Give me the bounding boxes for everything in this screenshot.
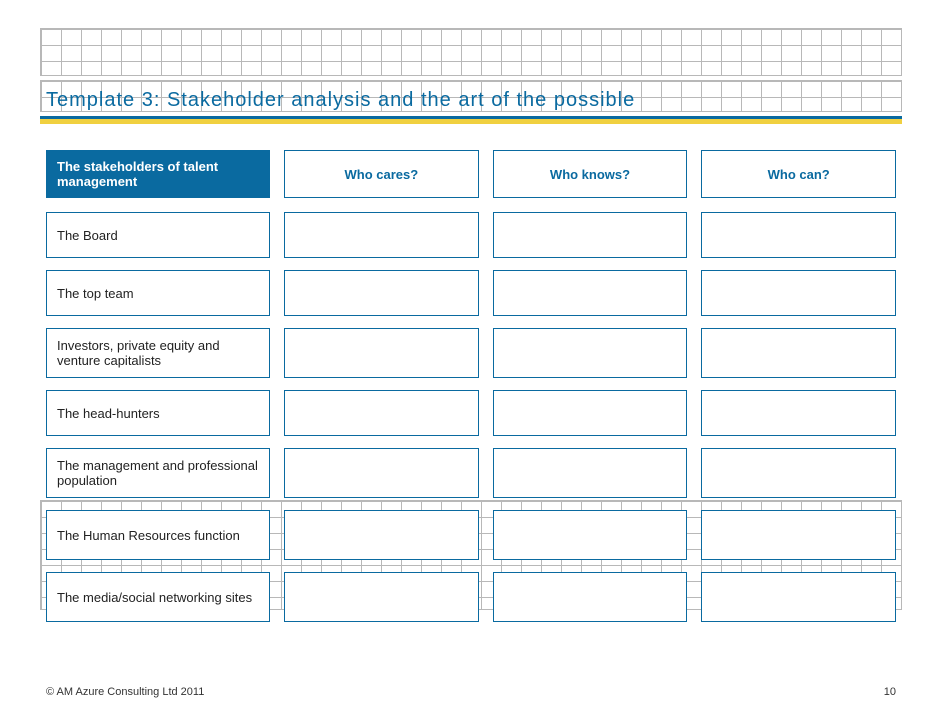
table-header-row: The stakeholders of talent management Wh… <box>46 150 896 198</box>
table-row: The head-hunters <box>46 390 896 436</box>
table-header-who-can: Who can? <box>701 150 896 198</box>
cell-investors-cares[interactable] <box>284 328 479 378</box>
cell-topteam-knows[interactable] <box>493 270 688 316</box>
cell-hr-can[interactable] <box>701 510 896 560</box>
row-label-investors: Investors, private equity and venture ca… <box>46 328 270 378</box>
cell-hr-knows[interactable] <box>493 510 688 560</box>
table-header-stakeholders: The stakeholders of talent management <box>46 150 270 198</box>
copyright-text: © AM Azure Consulting Ltd 2011 <box>46 686 204 698</box>
table-row: Investors, private equity and venture ca… <box>46 328 896 378</box>
cell-headhunters-cares[interactable] <box>284 390 479 436</box>
table-row: The Board <box>46 212 896 258</box>
row-label-media: The media/social networking sites <box>46 572 270 622</box>
cell-board-cares[interactable] <box>284 212 479 258</box>
cell-mgmtpop-can[interactable] <box>701 448 896 498</box>
table-header-who-cares: Who cares? <box>284 150 479 198</box>
stakeholder-table: The stakeholders of talent management Wh… <box>46 150 896 634</box>
cell-topteam-cares[interactable] <box>284 270 479 316</box>
table-row: The top team <box>46 270 896 316</box>
title-underline-blue <box>40 116 902 119</box>
cell-headhunters-knows[interactable] <box>493 390 688 436</box>
table-row: The media/social networking sites <box>46 572 896 622</box>
cell-media-can[interactable] <box>701 572 896 622</box>
footer: © AM Azure Consulting Ltd 2011 10 <box>46 686 896 698</box>
slide-page: Template 3: Stakeholder analysis and the… <box>0 0 942 728</box>
cell-topteam-can[interactable] <box>701 270 896 316</box>
cell-investors-can[interactable] <box>701 328 896 378</box>
row-label-headhunters: The head-hunters <box>46 390 270 436</box>
table-header-who-knows: Who knows? <box>493 150 688 198</box>
row-label-hr: The Human Resources function <box>46 510 270 560</box>
cell-board-can[interactable] <box>701 212 896 258</box>
cell-investors-knows[interactable] <box>493 328 688 378</box>
cell-mgmtpop-cares[interactable] <box>284 448 479 498</box>
cell-media-knows[interactable] <box>493 572 688 622</box>
row-label-management-pop: The management and professional populati… <box>46 448 270 498</box>
cell-board-knows[interactable] <box>493 212 688 258</box>
row-label-board: The Board <box>46 212 270 258</box>
title-bar: Template 3: Stakeholder analysis and the… <box>40 80 902 120</box>
cell-headhunters-can[interactable] <box>701 390 896 436</box>
table-row: The management and professional populati… <box>46 448 896 498</box>
cell-hr-cares[interactable] <box>284 510 479 560</box>
row-label-top-team: The top team <box>46 270 270 316</box>
cell-mgmtpop-knows[interactable] <box>493 448 688 498</box>
decorative-grid-top <box>40 28 902 76</box>
page-number: 10 <box>884 686 896 698</box>
page-title: Template 3: Stakeholder analysis and the… <box>46 89 635 112</box>
table-row: The Human Resources function <box>46 510 896 560</box>
cell-media-cares[interactable] <box>284 572 479 622</box>
